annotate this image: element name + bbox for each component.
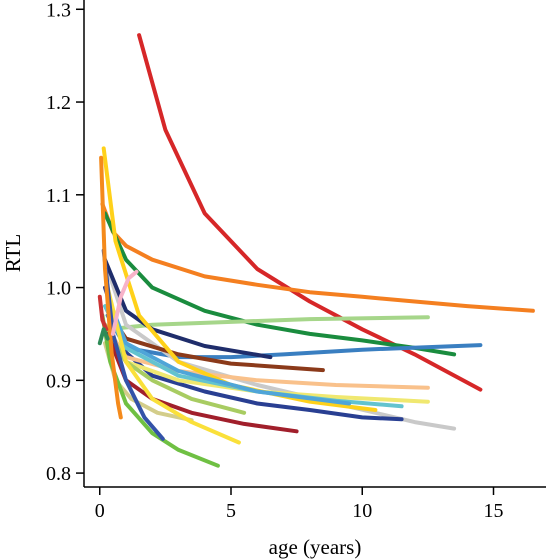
series-line-19 [100, 313, 220, 468]
series-line-4 [105, 315, 430, 332]
y-tick-label: 1.1 [46, 185, 71, 207]
series-line-6 [105, 267, 457, 431]
series-line-23 [97, 294, 109, 332]
series-line-22 [110, 269, 139, 336]
series-line-13 [101, 146, 378, 412]
x-tick-label: 10 [352, 500, 372, 522]
y-tick-label: 1.0 [46, 278, 71, 300]
ticks-layer: 0.8 0.9 1.0 1.1 1.2 1.3 0 5 10 15 [46, 0, 504, 522]
y-tick-label: 0.8 [46, 463, 71, 485]
series-layer [97, 33, 535, 468]
y-tick-label: 1.3 [46, 0, 71, 21]
y-tick-label: 0.9 [46, 370, 71, 392]
series-line-2 [100, 202, 535, 313]
y-tick-label: 1.2 [46, 92, 71, 114]
x-axis-label: age (years) [269, 535, 362, 559]
y-axis-label: RTL [1, 234, 25, 272]
series-line-1 [137, 33, 483, 392]
series-line-3 [103, 211, 457, 357]
x-tick-label: 15 [484, 500, 504, 522]
x-tick-label: 0 [95, 500, 105, 522]
series-line-14 [105, 294, 352, 406]
series-line-8 [103, 257, 273, 360]
series-line-21 [99, 155, 123, 420]
series-line-24 [97, 327, 110, 346]
x-tick-label: 5 [226, 500, 236, 522]
series-line-18 [105, 285, 241, 445]
